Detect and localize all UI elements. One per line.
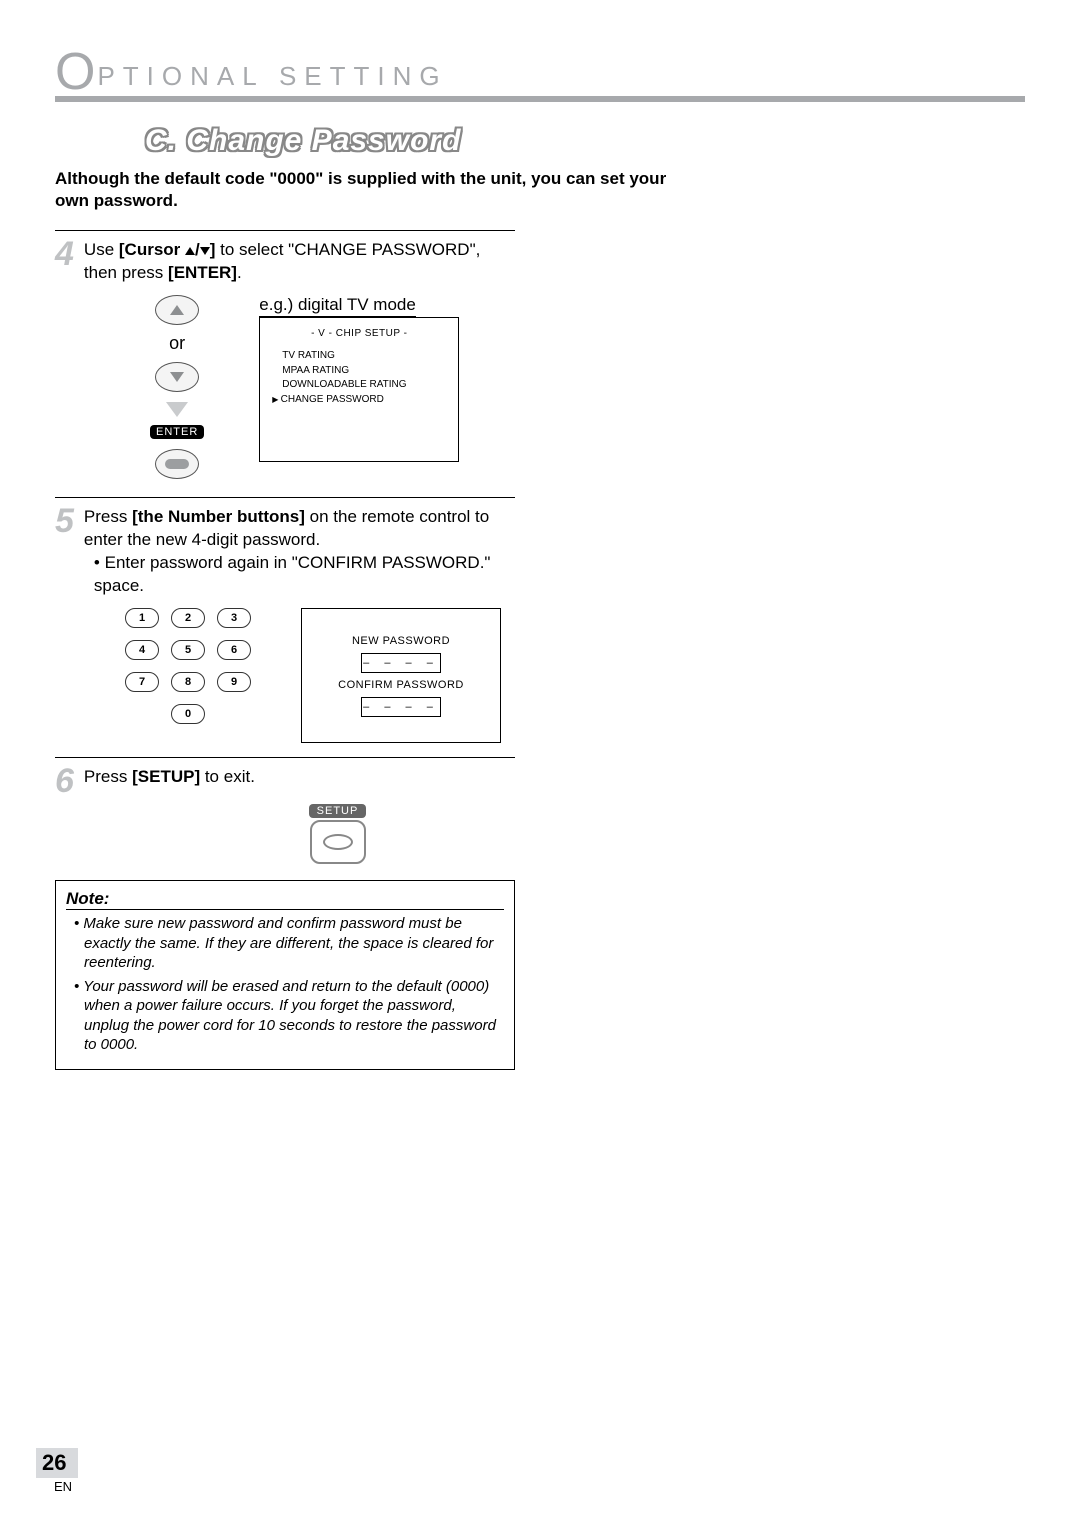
note-item-1: Make sure new password and confirm passw…: [74, 914, 504, 973]
step-5-figure: 1 2 3 4 5 6 7 8 9 0 NEW PASSWORD – – – –…: [125, 608, 515, 743]
intro-text: Although the default code "0000" is supp…: [55, 168, 675, 212]
section-title: C. Change Password: [145, 124, 461, 158]
step6-pre: Press: [84, 767, 132, 786]
new-password-label: NEW PASSWORD: [352, 635, 450, 647]
step-5: 5 Press [the Number buttons] on the remo…: [55, 504, 515, 598]
tv-frame-wrap: e.g.) digital TV mode - V - CHIP SETUP -…: [259, 295, 459, 462]
key-8: 8: [171, 672, 205, 692]
key-3: 3: [217, 608, 251, 628]
setup-button: [310, 820, 366, 864]
rule-3: [55, 757, 515, 758]
arrow-down-icon: [166, 402, 188, 417]
number-keypad: 1 2 3 4 5 6 7 8 9 0: [125, 608, 251, 728]
language-code: EN: [54, 1479, 72, 1494]
step-4: 4 Use [Cursor /] to select "CHANGE PASSW…: [55, 237, 515, 285]
step4-pre: Use: [84, 240, 119, 259]
triangle-down-icon: [170, 372, 184, 382]
step5-nb: [the Number buttons]: [132, 507, 305, 526]
tv-frame-items: TV RATING MPAA RATING DOWNLOADABLE RATIN…: [272, 349, 446, 407]
step4-end: .: [237, 263, 242, 282]
page-number-bar: 26: [36, 1448, 78, 1478]
new-password-field: – – – –: [361, 653, 441, 673]
note-item-2: Your password will be erased and return …: [74, 977, 504, 1055]
step-6-text: Press [SETUP] to exit.: [84, 764, 255, 798]
step4-cursor-open: [Cursor: [119, 240, 185, 259]
cursor-down-button: [155, 362, 199, 392]
key-4: 4: [125, 640, 159, 660]
key-5: 5: [171, 640, 205, 660]
step6-setup: [SETUP]: [132, 767, 200, 786]
cursor-down-icon: [200, 247, 210, 255]
step-4-figure: or ENTER e.g.) digital TV mode - V - CHI…: [150, 295, 515, 479]
step-6: 6 Press [SETUP] to exit.: [55, 764, 515, 798]
setup-button-inner: [323, 834, 353, 850]
step5-pre: Press: [84, 507, 132, 526]
step5-bullet-text: Enter password again in "CONFIRM PASSWOR…: [94, 553, 491, 595]
cursor-up-button: [155, 295, 199, 325]
step5-bullet: • Enter password again in "CONFIRM PASSW…: [94, 552, 515, 598]
step-4-number: 4: [55, 237, 74, 285]
enter-button: [155, 449, 199, 479]
rule-2: [55, 497, 515, 498]
note-list: Make sure new password and confirm passw…: [66, 914, 504, 1055]
triangle-up-icon: [170, 305, 184, 315]
tv-frame: - V - CHIP SETUP - TV RATING MPAA RATING…: [259, 317, 459, 462]
rule-1: [55, 230, 515, 231]
step4-enter: [ENTER]: [168, 263, 237, 282]
page-number: 26: [42, 1450, 66, 1475]
enter-label: ENTER: [150, 425, 204, 439]
section-title-wrap: C. Change Password: [145, 124, 1025, 158]
confirm-password-field: – – – –: [361, 697, 441, 717]
password-box: NEW PASSWORD – – – – CONFIRM PASSWORD – …: [301, 608, 501, 743]
header-title: PTIONAL SETTING: [97, 61, 447, 92]
key-6: 6: [217, 640, 251, 660]
setup-label: SETUP: [309, 804, 367, 818]
note-title: Note:: [66, 889, 504, 910]
menu-item-mpaa-rating: MPAA RATING: [282, 364, 446, 379]
step-5-text: Press [the Number buttons] on the remote…: [84, 504, 515, 598]
page-footer: 26 EN: [36, 1448, 78, 1496]
step-4-text: Use [Cursor /] to select "CHANGE PASSWOR…: [84, 237, 515, 285]
menu-item-tv-rating: TV RATING: [282, 349, 446, 364]
key-2: 2: [171, 608, 205, 628]
key-0: 0: [171, 704, 205, 724]
key-1: 1: [125, 608, 159, 628]
content-column: 4 Use [Cursor /] to select "CHANGE PASSW…: [55, 230, 515, 1069]
page-header: O PTIONAL SETTING: [55, 50, 1025, 102]
note-box: Note: Make sure new password and confirm…: [55, 880, 515, 1070]
step-6-number: 6: [55, 764, 74, 798]
step-6-figure: SETUP: [160, 804, 515, 864]
tv-frame-caption: e.g.) digital TV mode: [259, 295, 416, 317]
enter-button-inner: [165, 459, 189, 469]
cursor-up-icon: [185, 247, 195, 255]
or-label: or: [169, 333, 185, 354]
key-9: 9: [217, 672, 251, 692]
step-5-number: 5: [55, 504, 74, 598]
tv-frame-header: - V - CHIP SETUP -: [272, 328, 446, 339]
key-7: 7: [125, 672, 159, 692]
remote-cursor-group: or ENTER: [150, 295, 204, 479]
menu-item-downloadable-rating: DOWNLOADABLE RATING: [282, 378, 446, 393]
page: O PTIONAL SETTING C. Change Password Alt…: [0, 0, 1080, 1526]
header-prefix: O: [55, 50, 95, 94]
confirm-password-label: CONFIRM PASSWORD: [338, 679, 464, 691]
menu-item-change-password: CHANGE PASSWORD: [272, 393, 446, 408]
step6-end: to exit.: [200, 767, 255, 786]
